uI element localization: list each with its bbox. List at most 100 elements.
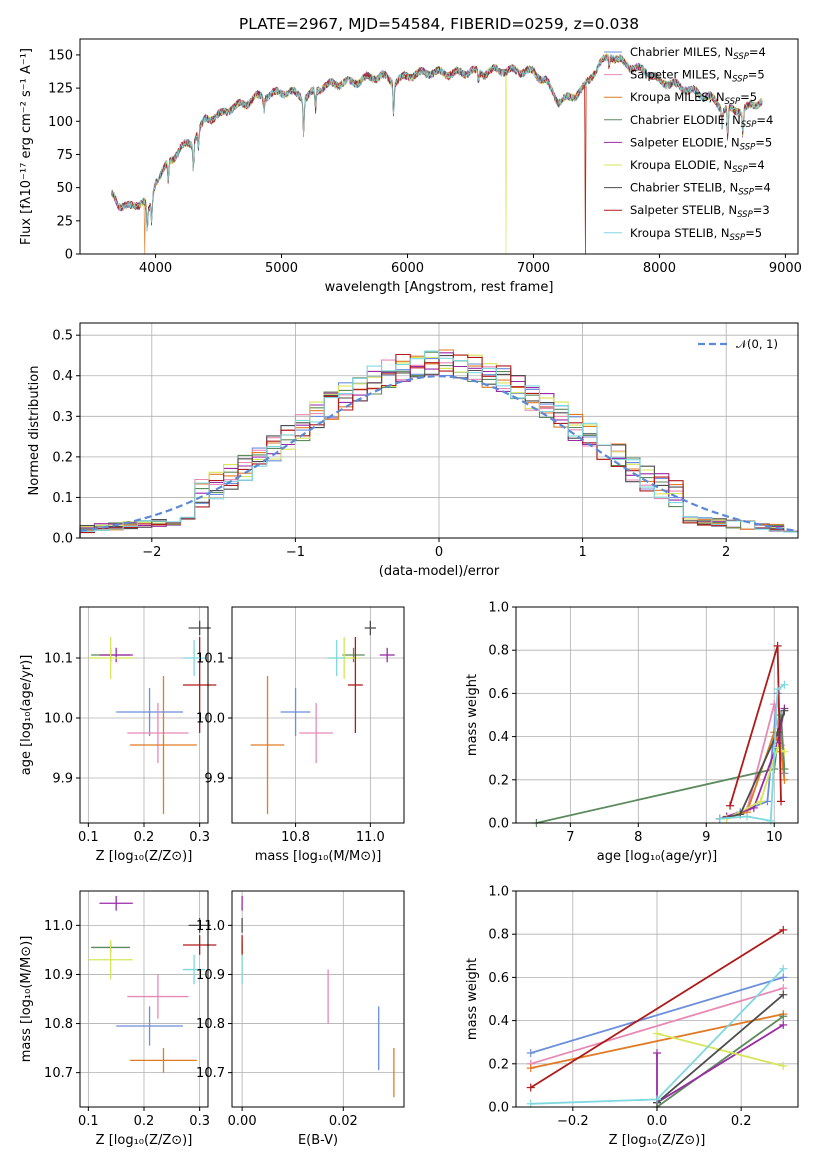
errorbar-point [130, 1048, 197, 1073]
y-tick-label: 0.4 [52, 369, 73, 384]
weight-line [530, 976, 784, 1054]
plot-area [532, 641, 789, 827]
y-tick-label: 10.1 [44, 652, 73, 667]
legend-label-sub: SSP [740, 142, 756, 152]
weight-line [719, 710, 786, 820]
errorbar-point [116, 688, 183, 736]
plus-marker [780, 680, 789, 689]
x-tick-label: 7000 [517, 261, 550, 276]
plus-marker [756, 797, 765, 806]
legend-label-text: Chabrier MILES, N [630, 45, 733, 59]
errorbar-point [88, 940, 133, 980]
weight-line [656, 994, 784, 1104]
y-tick-label: 0.2 [488, 773, 509, 788]
errorbar-point [130, 676, 197, 814]
errorbar-point [182, 935, 217, 955]
y-tick-label: 0.8 [488, 644, 509, 659]
legend-label-text: Salpeter ELODIE, N [630, 135, 740, 149]
x-axis-label: Z [log₁₀(Z/Z⊙)] [609, 1133, 706, 1148]
x-tick-label: 0.02 [329, 1114, 358, 1129]
errorbar-point [188, 620, 211, 636]
plus-marker [780, 775, 789, 784]
plus-marker [779, 925, 788, 934]
plot-area [79, 349, 799, 538]
legend-label: Chabrier STELIB, NSSP=4 [630, 181, 771, 198]
legend-label-tail: =4 [756, 113, 773, 127]
legend-label: Salpeter MILES, NSSP=5 [630, 68, 765, 85]
y-axis-label: mass weight [465, 958, 480, 1040]
weight-line [530, 1013, 784, 1069]
y-tick-label: 125 [48, 82, 73, 97]
x-tick-label: 8000 [643, 261, 676, 276]
legend-label: Chabrier MILES, NSSP=4 [630, 45, 766, 62]
weight-line [530, 929, 784, 1089]
y-tick-label: 10.9 [196, 968, 225, 983]
legend-label-sub: SSP [738, 188, 754, 198]
spectrum-line [111, 54, 763, 254]
x-tick-label: 0.3 [189, 1114, 210, 1129]
weight-line [656, 1015, 784, 1108]
x-tick-label: −1 [286, 545, 305, 560]
legend-label-tail: =4 [754, 181, 771, 195]
y-tick-label: 100 [48, 115, 73, 130]
legend-label-tail: =5 [740, 90, 757, 104]
legend-label: Kroupa MILES, NSSP=5 [630, 90, 757, 107]
x-tick-label: −0.2 [557, 1114, 589, 1129]
y-tick-label: 1.0 [488, 601, 509, 616]
legend-label-sub: SSP [730, 233, 746, 243]
legend-label-sub: SSP [732, 165, 748, 175]
x-tick-label: 0.2 [731, 1114, 752, 1129]
plus-marker [780, 706, 789, 715]
panel-age_vs_Z: 0.1 0.2 0.3 9.9 10.0 10.1 Z [log₁₀(Z/Z⊙)] age [… [19, 606, 217, 864]
y-tick-label: 11.0 [196, 919, 225, 934]
weight-line [726, 746, 785, 820]
panel-age_vs_mass: 10.8 11.0 9.9 10.0 10.1 mass [log₁₀(M/M⊙)] [196, 606, 405, 864]
errorbar-point [342, 647, 365, 663]
plus-marker [763, 797, 772, 806]
plot-area [88, 620, 217, 814]
y-tick-label: 0.4 [488, 1014, 509, 1029]
x-tick-label: 0 [435, 545, 443, 560]
plus-marker [779, 1012, 788, 1021]
y-axis-label: mass [log₁₀(M/M⊙)] [19, 936, 34, 1063]
y-tick-label: 11.0 [44, 919, 73, 934]
plus-marker [777, 797, 786, 806]
errorbar-point [88, 637, 133, 679]
y-tick-label: 0.6 [488, 971, 509, 986]
legend-label: Kroupa ELODIE, NSSP=4 [630, 158, 765, 175]
x-tick-label: 2 [722, 545, 730, 560]
y-tick-label: 0 [65, 248, 73, 263]
y-tick-label: 0.5 [52, 329, 73, 344]
y-tick-label: 50 [56, 181, 73, 196]
y-tick-label: 10.9 [44, 968, 73, 983]
legend-label: Chabrier ELODIE, NSSP=4 [630, 113, 773, 130]
y-axis-label: Normed distribution [27, 366, 42, 496]
y-tick-label: 1.0 [488, 885, 509, 900]
plot-area [111, 52, 763, 254]
legend-label-text: Kroupa MILES, N [630, 90, 725, 104]
plus-marker [526, 1049, 535, 1057]
x-tick-label: 4000 [139, 261, 172, 276]
y-tick-label: 10.7 [196, 1066, 225, 1081]
x-axis-label: mass [log₁₀(M/M⊙)] [255, 849, 382, 864]
errorbar-point [379, 647, 395, 663]
y-tick-label: 0.0 [52, 532, 73, 547]
y-tick-label: 9.9 [204, 772, 225, 787]
x-axis-label: Z [log₁₀(Z/Z⊙)] [96, 1133, 193, 1148]
x-axis-label: wavelength [Angstrom, rest frame] [325, 280, 554, 295]
errorbar-point [347, 637, 363, 733]
errorbar-point [364, 620, 376, 636]
plus-marker [779, 973, 788, 982]
plus-marker [780, 765, 789, 773]
plot-area [250, 620, 395, 814]
legend-label-text: Salpeter MILES, N [630, 68, 732, 82]
figure-title: PLATE=2967, MJD=54584, FIBERID=0259, z=0… [239, 15, 639, 33]
y-tick-label: 0.1 [52, 491, 73, 506]
plot-area [526, 925, 788, 1111]
panel-residuals: −2 −1 0 1 2 0.0 0.1 0.2 0.3 0.4 0.5 (data-model)/er… [27, 322, 799, 579]
axes-frame [231, 890, 405, 1108]
panel-mass_weight_vs_age: 7 8 9 10 0.0 0.2 0.4 0.6 0.8 1.0 age [log₁₀(age/yr… [465, 601, 799, 864]
errorbar-point [182, 637, 217, 733]
axes-frame [79, 38, 799, 255]
